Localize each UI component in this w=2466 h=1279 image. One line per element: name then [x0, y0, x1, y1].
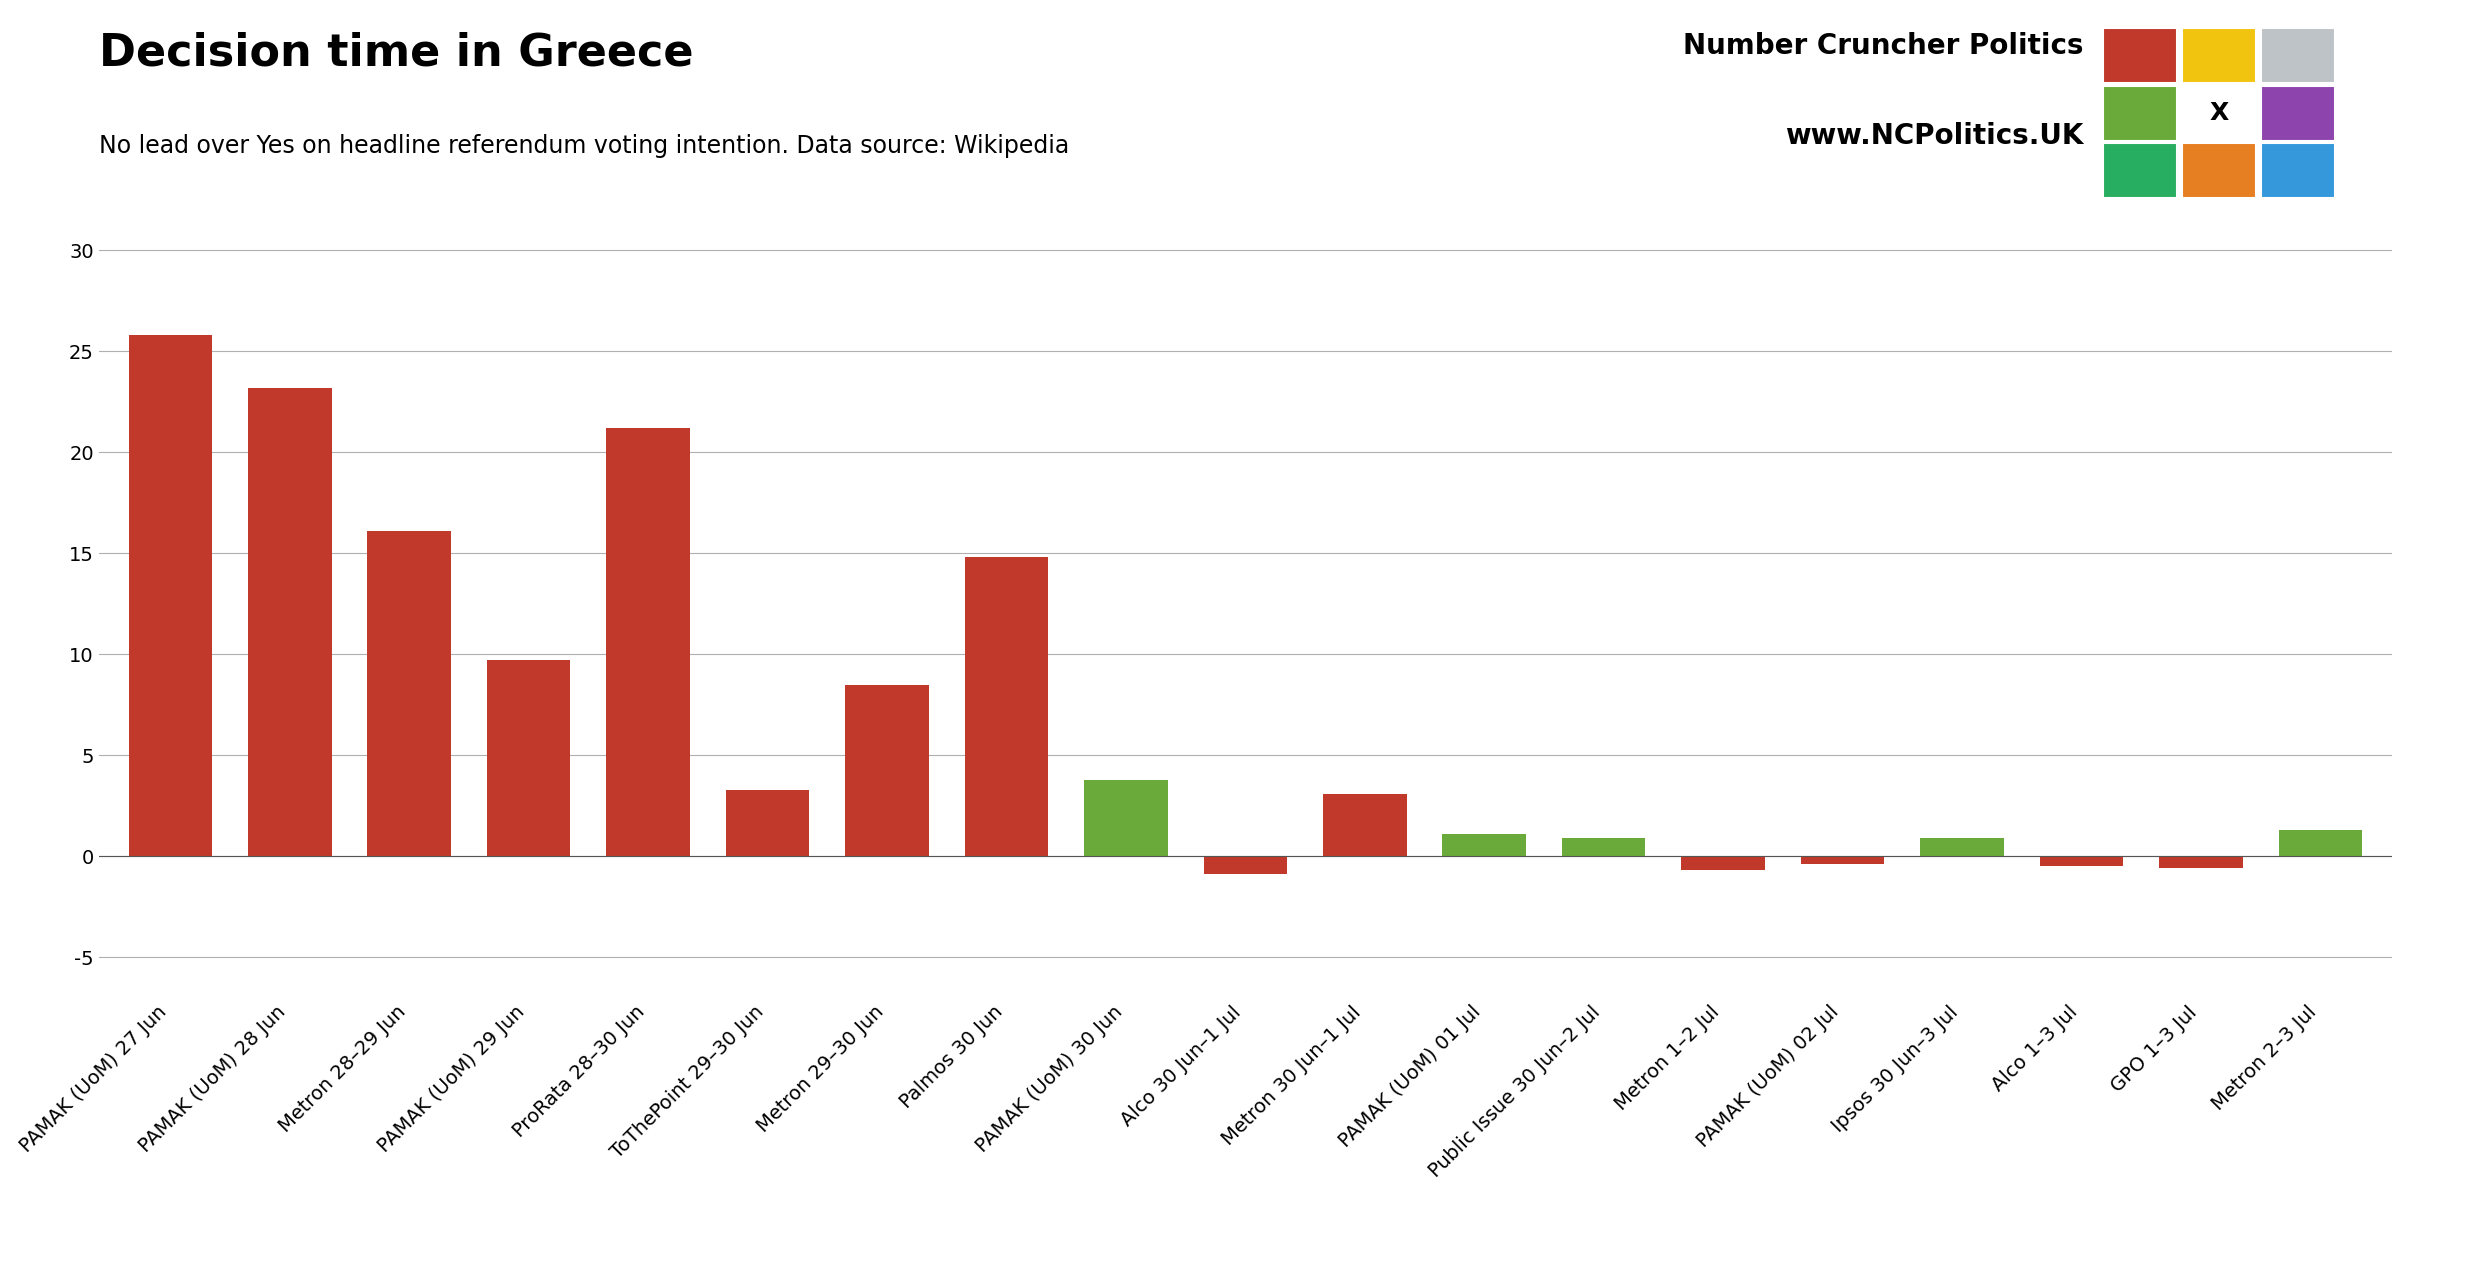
Text: Decision time in Greece: Decision time in Greece: [99, 32, 693, 75]
Bar: [1800, 856, 1884, 865]
Text: X: X: [2210, 101, 2229, 125]
Text: Number Cruncher Politics: Number Cruncher Politics: [1684, 32, 2084, 60]
Bar: [1322, 794, 1406, 856]
Bar: [367, 531, 451, 856]
Bar: [128, 335, 212, 856]
Bar: [1085, 779, 1169, 856]
Bar: [1921, 838, 2005, 856]
Bar: [2160, 856, 2242, 868]
Bar: [607, 428, 690, 856]
Bar: [964, 558, 1048, 856]
Bar: [1682, 856, 1766, 871]
Bar: [2279, 830, 2362, 856]
Bar: [725, 789, 809, 856]
Text: No lead over Yes on headline referendum voting intention. Data source: Wikipedia: No lead over Yes on headline referendum …: [99, 134, 1068, 159]
Text: www.NCPolitics.UK: www.NCPolitics.UK: [1785, 122, 2084, 150]
Bar: [1203, 856, 1287, 875]
Bar: [249, 388, 330, 856]
Bar: [1561, 838, 1645, 856]
Bar: [1443, 834, 1526, 856]
Bar: [486, 660, 570, 856]
Bar: [2039, 856, 2123, 866]
Bar: [846, 684, 930, 856]
